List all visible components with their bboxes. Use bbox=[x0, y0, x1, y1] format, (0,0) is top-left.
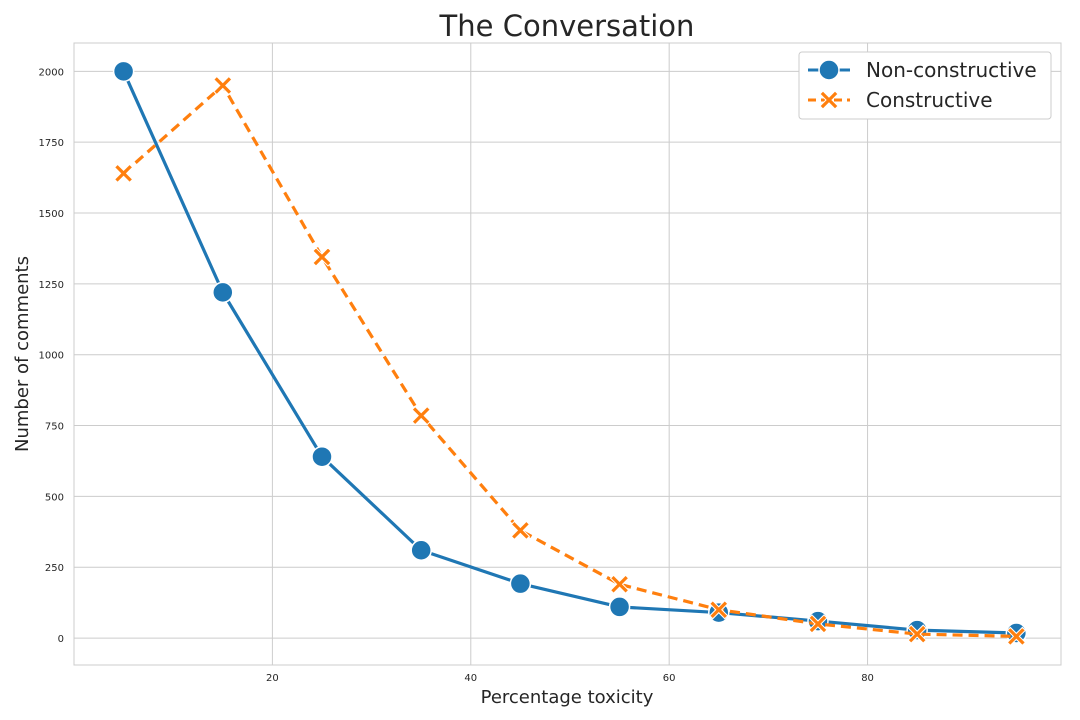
y-tick-label: 250 bbox=[45, 563, 64, 574]
legend-circle-marker-icon bbox=[818, 59, 840, 81]
y-tick-label: 1500 bbox=[39, 209, 64, 220]
data-point-constructive bbox=[1006, 626, 1027, 647]
legend: Non-constructive Constructive bbox=[798, 51, 1052, 120]
y-axis-label: Number of comments bbox=[12, 256, 33, 452]
grid-lines bbox=[74, 43, 1061, 665]
data-point-constructive bbox=[510, 520, 531, 541]
y-tick-label: 1000 bbox=[39, 351, 64, 362]
data-point-non-constructive bbox=[212, 281, 234, 304]
data-point-constructive bbox=[907, 624, 927, 644]
data-point-constructive bbox=[808, 614, 828, 634]
x-axis-label: Percentage toxicity bbox=[481, 687, 654, 708]
data-point-non-constructive bbox=[410, 539, 432, 561]
legend-item-constructive: Constructive bbox=[808, 88, 993, 112]
data-point-non-constructive bbox=[608, 596, 631, 618]
x-tick-label: 60 bbox=[663, 673, 676, 684]
plot-area bbox=[73, 42, 1062, 666]
legend-item-non-constructive: Non-constructive bbox=[808, 58, 1037, 82]
series-line-constructive bbox=[122, 83, 1017, 638]
x-tick-label: 20 bbox=[266, 673, 279, 684]
legend-box bbox=[798, 51, 1052, 120]
series-layer bbox=[112, 60, 1028, 647]
legend-label-constructive: Constructive bbox=[866, 88, 993, 112]
data-point-non-constructive bbox=[112, 60, 135, 83]
legend-label-non-constructive: Non-constructive bbox=[866, 58, 1037, 82]
y-tick-label: 750 bbox=[45, 422, 64, 433]
y-tick-label: 500 bbox=[45, 492, 64, 503]
data-point-constructive bbox=[213, 75, 233, 96]
data-point-constructive bbox=[609, 574, 630, 594]
data-point-non-constructive bbox=[311, 445, 333, 468]
x-tick-label: 40 bbox=[464, 673, 477, 684]
data-point-constructive bbox=[312, 247, 332, 267]
series-line-non-constructive bbox=[122, 70, 1017, 635]
y-tick-label: 0 bbox=[58, 634, 64, 645]
data-point-constructive bbox=[709, 600, 729, 620]
x-axis-ticks: 20 40 60 80 bbox=[266, 673, 874, 684]
chart-title: The Conversation bbox=[439, 9, 695, 43]
data-point-constructive bbox=[113, 163, 134, 184]
x-tick-label: 80 bbox=[861, 673, 874, 684]
legend-x-marker-icon bbox=[819, 90, 839, 110]
series-constructive bbox=[113, 75, 1027, 647]
data-point-constructive bbox=[411, 405, 431, 426]
y-tick-label: 1750 bbox=[39, 138, 64, 149]
y-tick-label: 2000 bbox=[39, 67, 64, 78]
y-tick-label: 1250 bbox=[39, 280, 64, 291]
data-point-non-constructive bbox=[509, 572, 532, 595]
y-axis-ticks: 0 250 500 750 1000 1250 1500 1750 2000 bbox=[39, 67, 64, 645]
